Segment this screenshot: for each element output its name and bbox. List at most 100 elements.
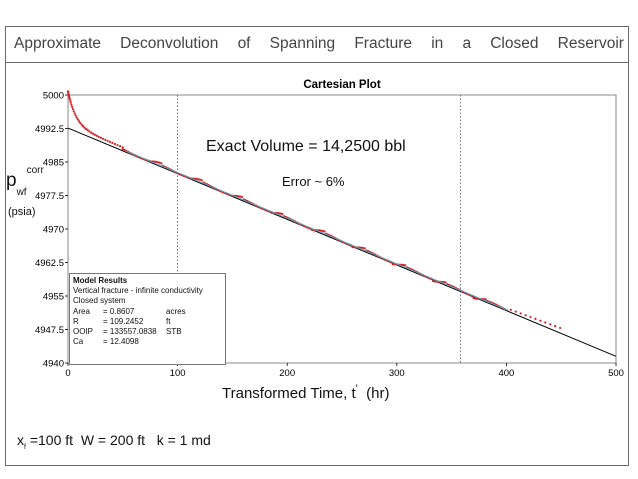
data-point — [74, 114, 77, 117]
title-word: a — [462, 35, 472, 52]
y-tick-label: 4977.5 — [35, 191, 64, 202]
data-point — [79, 121, 82, 125]
y-tick-label: 4940 — [43, 359, 64, 370]
title-word: of — [237, 35, 251, 52]
data-point — [77, 120, 81, 123]
model-results-line: Closed system — [73, 296, 126, 306]
data-point — [200, 179, 203, 182]
data-point — [239, 195, 242, 198]
data-point — [69, 99, 72, 102]
data-point — [80, 123, 83, 126]
data-point — [70, 103, 73, 106]
data-point — [93, 133, 96, 136]
model-results-line: Vertical fracture - infinite conductivit… — [73, 286, 203, 296]
title-word: Spanning — [269, 35, 336, 52]
y-tick-label: 4955 — [43, 292, 64, 303]
data-point — [104, 138, 107, 141]
data-point — [71, 108, 75, 111]
exact-volume-annotation: Exact Volume = 14,2500 bbl — [206, 138, 406, 155]
slide-frame: Approximate Deconvolution of Spanning Fractu… — [5, 26, 629, 466]
y-tick-label: 5000 — [43, 91, 64, 102]
data-point — [76, 118, 79, 121]
title-word: Fracture — [354, 35, 413, 52]
model-results-row: OOIP = 133557.0838 STB — [73, 327, 182, 337]
data-point — [323, 230, 326, 233]
data-point — [279, 212, 282, 215]
data-point — [85, 127, 88, 131]
slide-title: Approximate Deconvolution of Spanning Fractu… — [14, 35, 624, 53]
data-point — [509, 308, 512, 311]
data-point — [432, 280, 435, 283]
data-point — [321, 229, 324, 233]
y-axis-unit: (psia) — [8, 206, 36, 218]
data-point — [158, 161, 161, 164]
data-point — [433, 280, 437, 283]
data-point — [160, 162, 163, 165]
y-tick-label: 4962.5 — [35, 258, 64, 269]
data-point — [75, 116, 78, 119]
data-point — [402, 263, 405, 267]
data-point — [404, 264, 407, 267]
title-word: Closed — [490, 35, 539, 52]
data-point — [116, 143, 119, 147]
data-point — [544, 321, 547, 324]
data-point — [69, 101, 72, 104]
data-point — [113, 142, 116, 146]
x-tick-label: 0 — [65, 368, 70, 379]
data-point — [68, 95, 71, 98]
data-point — [240, 195, 244, 199]
x-tick-label: 200 — [279, 368, 295, 379]
data-point — [71, 105, 74, 109]
data-point — [106, 139, 109, 142]
data-point — [474, 297, 477, 300]
data-point — [95, 134, 98, 137]
data-point — [444, 281, 447, 284]
data-point — [198, 178, 202, 181]
data-point — [99, 136, 103, 139]
data-point — [73, 112, 76, 115]
data-point — [97, 135, 100, 138]
y-axis-label: pwfcorr — [6, 164, 44, 198]
data-point — [361, 246, 365, 250]
model-results-row: R = 109.2452 ft — [73, 316, 171, 326]
title-word: Deconvolution — [120, 35, 219, 52]
x-tick-label: 300 — [389, 368, 405, 379]
data-point — [121, 148, 124, 151]
x-tick-label: 100 — [170, 368, 186, 379]
data-point — [88, 130, 91, 133]
data-point — [121, 146, 124, 149]
data-point — [118, 145, 122, 148]
fracture-parameters: xf =100 ft W = 200 ft k = 1 md — [17, 432, 211, 451]
data-point — [529, 315, 532, 319]
data-point — [108, 140, 112, 143]
model-results-row: Area = 0.8607 acres — [73, 306, 186, 316]
data-point — [472, 296, 475, 300]
data-point — [82, 125, 85, 128]
model-curve — [124, 150, 509, 311]
data-point — [91, 132, 95, 135]
data-point — [351, 245, 354, 249]
data-point — [277, 212, 280, 215]
data-point — [514, 310, 517, 313]
data-point — [90, 131, 93, 134]
data-point — [155, 160, 158, 163]
model-results-title: Model Results — [73, 276, 128, 285]
title-word: in — [431, 35, 444, 52]
data-point — [391, 263, 394, 266]
data-point — [197, 178, 200, 181]
data-point — [72, 110, 75, 113]
data-point — [363, 247, 366, 250]
x-tick-label: 400 — [498, 368, 514, 379]
data-point — [524, 314, 527, 317]
data-point — [319, 229, 323, 232]
data-point — [281, 212, 284, 216]
data-point — [519, 312, 522, 315]
data-point — [237, 195, 240, 198]
data-point — [559, 326, 562, 330]
title-word: Approximate — [14, 35, 102, 52]
data-point — [484, 298, 487, 301]
data-point — [360, 246, 363, 249]
slide-header: Approximate Deconvolution of Spanning Fractu… — [6, 27, 628, 63]
model-results-box: Model Results Vertical fracture - infini… — [69, 273, 226, 365]
